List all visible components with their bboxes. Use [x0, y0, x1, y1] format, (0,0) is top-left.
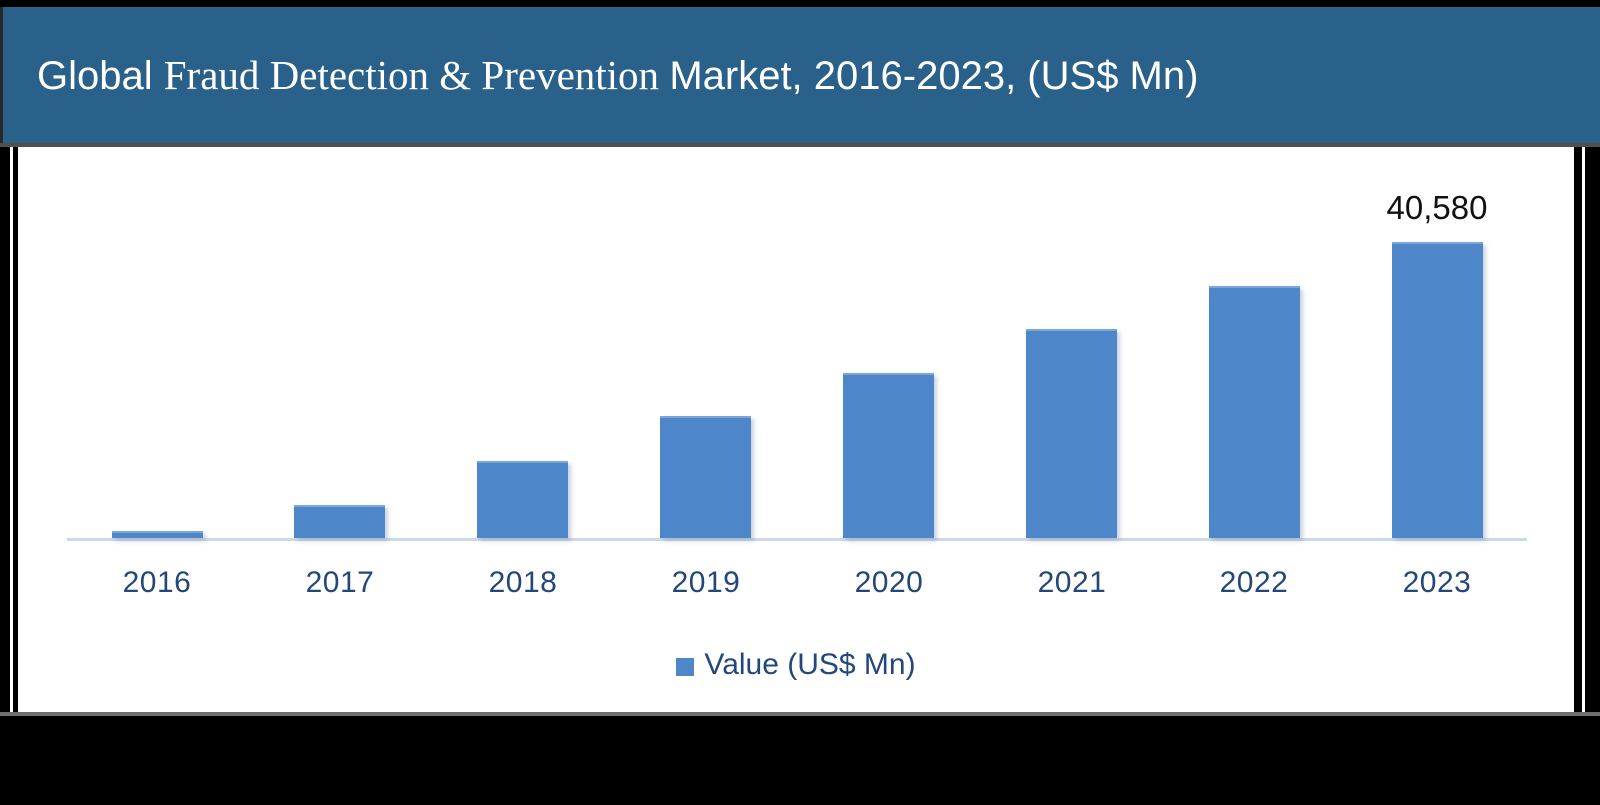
chart-title: Global Fraud Detection & Prevention Mark… — [3, 51, 1198, 99]
x-tick-label-2019: 2019 — [671, 566, 741, 599]
legend-swatch — [676, 657, 695, 676]
legend-label: Value (US$ Mn) — [704, 648, 916, 681]
bar-2019 — [660, 416, 751, 538]
title-segment-fraud-detection-prevention: Fraud Detection & Prevention — [163, 52, 660, 98]
x-tick-label-2022: 2022 — [1219, 566, 1289, 599]
x-tick-label-2017: 2017 — [305, 566, 375, 599]
title-segment-market-years: Market, 2016-2023, (US$ Mn) — [669, 54, 1199, 98]
bar-2016 — [112, 531, 203, 538]
title-segment-global: Global — [37, 54, 153, 98]
x-tick-label-2020: 2020 — [854, 566, 924, 599]
left-accent-line — [10, 147, 13, 712]
bar-2023 — [1392, 242, 1483, 538]
data-label-2023: 40,580 — [1386, 189, 1488, 226]
x-tick-label-2023: 2023 — [1402, 566, 1472, 599]
bar-2022 — [1209, 286, 1300, 538]
chart-panel: 2016 2017 2018 2019 2020 2021 2022 2023 40,580 … — [18, 147, 1574, 712]
x-tick-label-2016: 2016 — [122, 566, 192, 599]
bar-2021 — [1026, 329, 1117, 538]
right-accent-line — [1582, 147, 1585, 712]
legend: Value (US$ Mn) — [18, 648, 1574, 682]
x-tick-label-2021: 2021 — [1037, 566, 1107, 599]
x-tick-label-2018: 2018 — [488, 566, 558, 599]
bar-2017 — [294, 505, 385, 538]
title-banner: Global Fraud Detection & Prevention Mark… — [0, 7, 1600, 143]
x-axis-line — [67, 538, 1527, 541]
bar-2018 — [477, 461, 568, 538]
header-divider — [0, 143, 1600, 147]
bar-2020 — [843, 373, 934, 538]
bottom-divider — [0, 712, 1600, 716]
